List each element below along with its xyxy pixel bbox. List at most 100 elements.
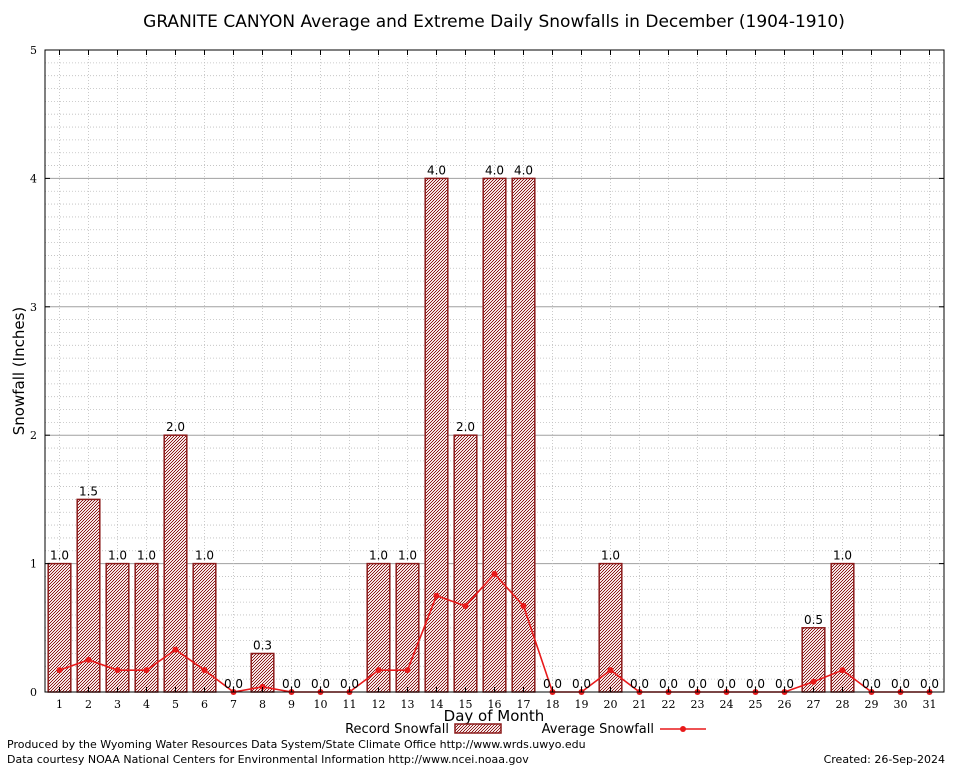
bar-value-label: 0.3 [253, 638, 272, 652]
average-point-day-1 [56, 667, 63, 674]
grid [45, 50, 944, 692]
footer-data-courtesy: Data courtesy NOAA National Centers for … [7, 753, 529, 766]
footer-produced-by: Produced by the Wyoming Water Resources … [7, 738, 586, 751]
record-bar-day-16 [482, 177, 507, 693]
bar-value-label: 1.0 [108, 549, 127, 563]
bar-value-label: 1.5 [79, 484, 98, 498]
average-point-day-16 [491, 570, 498, 577]
average-point-day-3 [114, 667, 121, 674]
record-bar-day-5 [163, 434, 188, 693]
average-point-day-15 [462, 602, 469, 609]
bar-value-label: 0.0 [311, 677, 330, 691]
bar-value-label: 0.0 [572, 677, 591, 691]
legend-record-label: Record Snowfall [345, 722, 449, 737]
legend-record-swatch [454, 723, 502, 734]
bar-value-label: 0.0 [862, 677, 881, 691]
x-tick-label: 26 [778, 698, 792, 711]
average-point-day-13 [404, 667, 411, 674]
bar-value-label: 0.0 [340, 677, 359, 691]
x-tick-label: 24 [720, 698, 734, 711]
average-point-day-4 [143, 667, 150, 674]
y-tick-label: 4 [30, 172, 37, 185]
x-ticks: 1 2 3 4 5 6 7 8 9 10 11 12 13 14 15 16 17 18 19 20 21 22 23 24 2… [56, 50, 937, 711]
bar-value-label: 0.0 [920, 677, 939, 691]
x-tick-label: 25 [749, 698, 763, 711]
x-tick-label: 11 [343, 698, 357, 711]
average-point-day-28 [839, 667, 846, 674]
average-point-day-5 [172, 646, 179, 653]
x-tick-label: 3 [114, 698, 121, 711]
average-point-day-6 [201, 667, 208, 674]
x-tick-label: 13 [401, 698, 415, 711]
footer-created-date: Created: 26-Sep-2024 [824, 753, 945, 766]
x-tick-label: 7 [230, 698, 237, 711]
bar-value-label: 1.0 [601, 549, 620, 563]
legend-average-label: Average Snowfall [542, 722, 654, 737]
y-tick-label: 1 [30, 558, 37, 571]
y-tick-label: 5 [30, 44, 37, 57]
x-tick-label: 15 [459, 698, 473, 711]
record-bar-day-17 [511, 177, 536, 693]
x-tick-label: 16 [488, 698, 502, 711]
x-tick-label: 22 [662, 698, 676, 711]
bar-value-label: 1.0 [833, 549, 852, 563]
bar-value-label: 0.5 [804, 613, 823, 627]
bar-value-label: 0.0 [746, 677, 765, 691]
y-axis-label: Snowfall (Inches) [10, 307, 28, 435]
bar-value-label: 1.0 [195, 549, 214, 563]
x-tick-label: 4 [143, 698, 150, 711]
y-tick-label: 2 [30, 429, 37, 442]
average-point-day-17 [520, 602, 527, 609]
x-tick-label: 20 [604, 698, 618, 711]
legend-average-marker [680, 726, 686, 732]
x-tick-label: 2 [85, 698, 92, 711]
bar-value-label: 0.0 [224, 677, 243, 691]
x-tick-label: 23 [691, 698, 705, 711]
x-tick-label: 28 [836, 698, 850, 711]
x-tick-label: 8 [259, 698, 266, 711]
bar-value-label: 0.0 [775, 677, 794, 691]
bar-value-label: 1.0 [50, 549, 69, 563]
x-axis-label: Day of Month [444, 707, 545, 725]
average-point-day-12 [375, 667, 382, 674]
average-point-day-2 [85, 656, 92, 663]
average-point-day-27 [810, 678, 817, 685]
x-tick-label: 10 [314, 698, 328, 711]
bar-value-label: 0.0 [630, 677, 649, 691]
bar-value-label: 0.0 [659, 677, 678, 691]
x-tick-label: 5 [172, 698, 179, 711]
x-tick-label: 29 [865, 698, 879, 711]
x-tick-label: 14 [430, 698, 444, 711]
legend: Record Snowfall Average Snowfall [345, 722, 706, 737]
record-bar-day-15 [453, 434, 478, 693]
average-point-day-14 [433, 592, 440, 599]
bar-value-label: 1.0 [137, 549, 156, 563]
x-tick-label: 21 [633, 698, 647, 711]
bar-value-label: 4.0 [485, 163, 504, 177]
x-tick-label: 17 [517, 698, 531, 711]
x-tick-label: 19 [575, 698, 589, 711]
chart-title: GRANITE CANYON Average and Extreme Daily… [143, 12, 845, 32]
x-tick-label: 6 [201, 698, 208, 711]
average-point-day-20 [607, 667, 614, 674]
bar-value-label: 0.0 [891, 677, 910, 691]
bar-value-label: 1.0 [398, 549, 417, 563]
bar-value-label: 0.0 [543, 677, 562, 691]
x-tick-label: 12 [372, 698, 386, 711]
bar-value-label: 4.0 [427, 163, 446, 177]
x-tick-label: 27 [807, 698, 821, 711]
x-tick-label: 18 [546, 698, 560, 711]
bar-value-label: 4.0 [514, 163, 533, 177]
x-tick-label: 1 [56, 698, 63, 711]
bar-value-label: 0.0 [688, 677, 707, 691]
x-tick-label: 9 [288, 698, 295, 711]
bar-value-label: 2.0 [166, 420, 185, 434]
x-tick-label: 31 [923, 698, 937, 711]
bar-value-label: 1.0 [369, 549, 388, 563]
bar-value-labels: 1.0 1.5 1.0 1.0 2.0 1.0 0.0 0.3 0.0 0.0 0.0 1.0 1.0 4… [50, 163, 939, 691]
average-point-day-8 [259, 683, 266, 690]
y-tick-label: 0 [30, 686, 37, 699]
bar-value-label: 0.0 [717, 677, 736, 691]
bars [47, 177, 855, 693]
